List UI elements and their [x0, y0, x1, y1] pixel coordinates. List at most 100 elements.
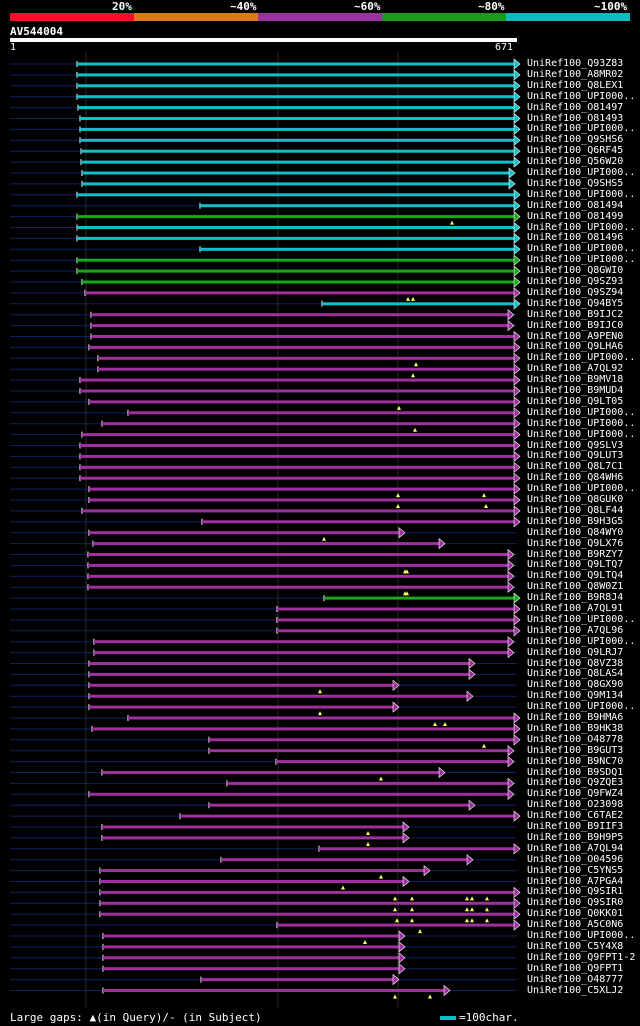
hit-label[interactable]: UniRef100_UPI000.. [527, 90, 636, 102]
hit-alignment-bar[interactable] [94, 651, 508, 655]
hit-alignment-bar[interactable] [88, 563, 508, 567]
hit-label[interactable]: UniRef100_Q8LAS4 [527, 668, 624, 680]
hit-label[interactable]: UniRef100_B9HMA6 [527, 712, 624, 723]
hit-alignment-bar[interactable] [81, 149, 514, 153]
hit-label[interactable]: UniRef100_Q84WY0 [527, 526, 624, 538]
hit-alignment-bar[interactable] [89, 345, 514, 349]
hit-alignment-bar[interactable] [180, 814, 514, 818]
hit-label[interactable]: UniRef100_Q8GWI0 [527, 265, 624, 277]
hit-alignment-bar[interactable] [78, 106, 514, 110]
hit-label[interactable]: UniRef100_Q9SZ93 [527, 276, 624, 287]
hit-alignment-bar[interactable] [102, 771, 439, 774]
hit-alignment-bar[interactable] [319, 847, 514, 851]
hit-label[interactable]: UniRef100_Q6RF45 [527, 145, 624, 157]
hit-label[interactable]: UniRef100_Q9FPT1-2 [527, 951, 636, 963]
hit-label[interactable]: UniRef100_Q9M134 [527, 690, 624, 702]
hit-alignment-bar[interactable] [88, 574, 508, 578]
hit-label[interactable]: UniRef100_B9H3G5 [527, 515, 624, 527]
hit-label[interactable]: UniRef100_A8MR02 [527, 68, 624, 80]
hit-alignment-bar[interactable] [89, 683, 393, 687]
hit-label[interactable]: UniRef100_UPI000.. [527, 243, 636, 255]
hit-alignment-bar[interactable] [98, 356, 514, 360]
hit-label[interactable]: UniRef100_O81494 [527, 199, 624, 211]
hit-label[interactable]: UniRef100_B9RZY7 [527, 548, 624, 560]
hit-alignment-bar[interactable] [85, 291, 514, 295]
hit-label[interactable]: UniRef100_Q8LEX1 [527, 79, 624, 91]
hit-label[interactable]: UniRef100_Q8GUK0 [527, 494, 624, 505]
hit-label[interactable]: UniRef100_A9PEN0 [527, 330, 624, 342]
hit-alignment-bar[interactable] [102, 825, 403, 829]
hit-label[interactable]: UniRef100_O81499 [527, 210, 624, 222]
hit-alignment-bar[interactable] [221, 858, 467, 862]
hit-alignment-bar[interactable] [100, 912, 514, 916]
hit-label[interactable]: UniRef100_Q84WH6 [527, 472, 624, 484]
hit-alignment-bar[interactable] [80, 127, 514, 131]
hit-alignment-bar[interactable] [77, 226, 514, 229]
hit-alignment-bar[interactable] [128, 716, 514, 720]
hit-alignment-bar[interactable] [227, 781, 508, 785]
hit-alignment-bar[interactable] [89, 694, 467, 698]
hit-alignment-bar[interactable] [92, 727, 514, 731]
hit-label[interactable]: UniRef100_Q9SLV3 [527, 439, 624, 451]
hit-alignment-bar[interactable] [209, 803, 469, 807]
hit-label[interactable]: UniRef100_Q9FPT1 [527, 962, 624, 974]
hit-label[interactable]: UniRef100_O48778 [527, 733, 624, 745]
hit-alignment-bar[interactable] [91, 335, 514, 338]
hit-alignment-bar[interactable] [103, 934, 399, 938]
hit-label[interactable]: UniRef100_Q9SIR0 [527, 897, 624, 909]
hit-label[interactable]: UniRef100_UPI000.. [527, 167, 636, 178]
hit-label[interactable]: UniRef100_C5Y4X8 [527, 940, 624, 952]
hit-alignment-bar[interactable] [277, 618, 514, 622]
hit-alignment-bar[interactable] [89, 705, 393, 709]
hit-label[interactable]: UniRef100_B9MUD4 [527, 385, 624, 396]
hit-alignment-bar[interactable] [89, 400, 514, 404]
hit-label[interactable]: UniRef100_O81493 [527, 112, 624, 124]
hit-label[interactable]: UniRef100_Q9LRJ7 [527, 646, 624, 658]
hit-alignment-bar[interactable] [103, 967, 399, 971]
hit-label[interactable]: UniRef100_Q9SZ94 [527, 286, 624, 298]
hit-label[interactable]: UniRef100_A7QL92 [527, 363, 624, 375]
hit-label[interactable]: UniRef100_Q8L7C1 [527, 461, 624, 473]
hit-label[interactable]: UniRef100_O81497 [527, 101, 624, 113]
hit-label[interactable]: UniRef100_B9IIF3 [527, 821, 624, 832]
hit-label[interactable]: UniRef100_B9SDQ1 [527, 766, 624, 778]
hit-label[interactable]: UniRef100_B9IJC2 [527, 308, 624, 320]
hit-alignment-bar[interactable] [201, 978, 393, 982]
hit-alignment-bar[interactable] [80, 117, 514, 120]
hit-label[interactable]: UniRef100_A7QL94 [527, 842, 624, 854]
hit-alignment-bar[interactable] [103, 945, 399, 949]
hit-alignment-bar[interactable] [202, 520, 514, 524]
hit-alignment-bar[interactable] [81, 160, 514, 164]
hit-alignment-bar[interactable] [89, 672, 469, 676]
hit-label[interactable]: UniRef100_Q9LTQ7 [527, 559, 624, 571]
hit-alignment-bar[interactable] [89, 531, 399, 535]
hit-alignment-bar[interactable] [80, 444, 514, 447]
hit-label[interactable]: UniRef100_UPI000.. [527, 483, 636, 495]
hit-alignment-bar[interactable] [80, 454, 514, 458]
hit-label[interactable]: UniRef100_A7QL91 [527, 603, 624, 614]
hit-label[interactable]: UniRef100_C5YNS5 [527, 864, 624, 876]
hit-label[interactable]: UniRef100_UPI000.. [527, 352, 636, 364]
hit-alignment-bar[interactable] [89, 662, 469, 665]
hit-alignment-bar[interactable] [102, 422, 514, 426]
hit-label[interactable]: UniRef100_Q8VZ38 [527, 657, 624, 669]
hit-label[interactable]: UniRef100_C5XLJ2 [527, 984, 624, 996]
hit-alignment-bar[interactable] [89, 487, 514, 491]
hit-alignment-bar[interactable] [77, 62, 514, 66]
hit-alignment-bar[interactable] [322, 302, 514, 306]
hit-label[interactable]: UniRef100_B9HK38 [527, 722, 624, 734]
hit-alignment-bar[interactable] [77, 236, 514, 240]
hit-alignment-bar[interactable] [77, 269, 514, 273]
hit-alignment-bar[interactable] [277, 607, 514, 611]
hit-label[interactable]: UniRef100_B9MV18 [527, 374, 624, 386]
hit-alignment-bar[interactable] [80, 378, 514, 382]
hit-alignment-bar[interactable] [128, 411, 514, 415]
hit-alignment-bar[interactable] [103, 989, 444, 992]
hit-alignment-bar[interactable] [77, 84, 514, 88]
hit-label[interactable]: UniRef100_Q8W0Z1 [527, 581, 624, 593]
hit-alignment-bar[interactable] [82, 280, 514, 284]
hit-label[interactable]: UniRef100_O48777 [527, 973, 624, 985]
hit-label[interactable]: UniRef100_Q8GX90 [527, 679, 624, 691]
hit-alignment-bar[interactable] [91, 324, 508, 328]
hit-alignment-bar[interactable] [89, 498, 514, 502]
